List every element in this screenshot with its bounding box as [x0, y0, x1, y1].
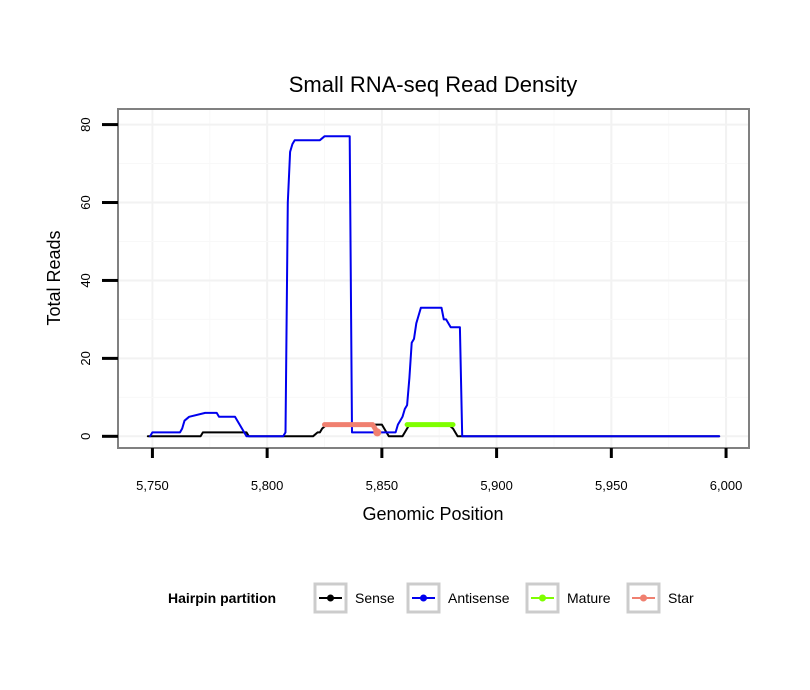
x-axis: 5,750 5,800 5,850 5,900 5,950 6,000 — [136, 448, 742, 493]
legend-label: Mature — [567, 590, 611, 606]
legend-title: Hairpin partition — [168, 590, 276, 606]
legend-entry-sense: Sense — [313, 582, 395, 614]
plot-border — [117, 108, 750, 449]
legend-key-point — [539, 594, 546, 602]
y-axis: 0 20 40 60 80 — [78, 117, 118, 440]
x-tick-label: 5,950 — [595, 478, 628, 493]
chart-title: Small RNA-seq Read Density — [289, 72, 578, 97]
y-tick-label: 80 — [78, 117, 93, 131]
legend-label: Sense — [355, 590, 395, 606]
legend-entry-star: Star — [626, 582, 694, 614]
y-tick-label: 20 — [78, 351, 93, 365]
legend-entry-mature: Mature — [525, 582, 611, 614]
x-tick-label: 5,750 — [136, 478, 169, 493]
legend-key-point — [420, 594, 427, 602]
legend-key-point — [327, 594, 334, 602]
plot-background — [118, 109, 749, 448]
x-tick-label: 6,000 — [710, 478, 743, 493]
star-endpoint-point — [373, 428, 382, 437]
y-tick-label: 40 — [78, 273, 93, 287]
x-tick-label: 5,800 — [251, 478, 284, 493]
legend-label: Star — [668, 590, 694, 606]
legend-key-point — [640, 594, 647, 602]
grid — [118, 109, 749, 448]
x-tick-label: 5,850 — [366, 478, 399, 493]
series-layer — [146, 135, 721, 438]
y-tick-label: 60 — [78, 195, 93, 209]
legend: Hairpin partition Sense Antisense Mature St… — [168, 582, 694, 614]
series-line-antisense — [149, 135, 721, 438]
legend-label: Antisense — [448, 590, 510, 606]
legend-items: Sense Antisense Mature Star — [313, 582, 694, 614]
x-tick-label: 5,900 — [480, 478, 513, 493]
y-axis-title: Total Reads — [44, 230, 64, 325]
x-axis-title: Genomic Position — [362, 504, 503, 524]
legend-entry-antisense: Antisense — [406, 582, 510, 614]
y-tick-label: 0 — [78, 433, 93, 440]
